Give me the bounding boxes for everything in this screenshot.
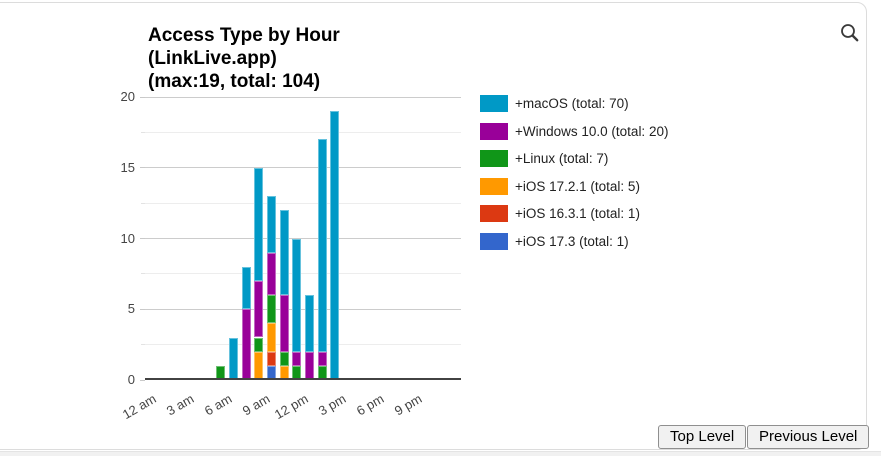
chart-title: Access Type by Hour (LinkLive.app) (max:…: [148, 24, 340, 93]
y-axis-tick: [140, 308, 145, 310]
legend-item: +iOS 17.2.1 (total: 5): [480, 177, 640, 195]
y-axis-label: 15: [120, 159, 135, 175]
bar-segment[interactable]: [279, 295, 289, 352]
legend-swatch: [480, 95, 508, 112]
bar-segment[interactable]: [241, 266, 251, 310]
bar-segment[interactable]: [292, 365, 302, 381]
y-axis-tick: [140, 238, 145, 239]
bar-segment[interactable]: [216, 365, 226, 381]
bar-segment[interactable]: [266, 323, 276, 352]
legend-label: +Windows 10.0 (total: 20): [515, 123, 669, 139]
legend-swatch: [480, 205, 508, 222]
bar-segment[interactable]: [266, 295, 276, 324]
y-gridline-major: [145, 167, 461, 169]
top-level-button[interactable]: Top Level: [658, 425, 747, 449]
legend-item: +iOS 16.3.1 (total: 1): [480, 205, 640, 222]
y-axis-label: 10: [120, 230, 135, 246]
y-gridline-minor: [145, 344, 461, 346]
y-axis-label: 20: [120, 89, 135, 104]
bar-segment[interactable]: [304, 295, 314, 352]
bar-segment[interactable]: [279, 365, 289, 381]
chart-title-line-1: Access Type by Hour: [148, 25, 340, 46]
bar-segment[interactable]: [266, 196, 276, 253]
y-gridline-minor: [145, 131, 461, 133]
chart-title-line-3: (max:19, total: 104): [148, 71, 321, 92]
bar-segment[interactable]: [292, 351, 302, 366]
bar-segment[interactable]: [292, 238, 302, 352]
legend-item: +macOS (total: 70): [480, 95, 629, 112]
legend-label: +iOS 16.3.1 (total: 1): [515, 206, 640, 221]
y-axis-label: 0: [127, 372, 135, 387]
chart-card: [0, 2, 867, 450]
bar-segment[interactable]: [317, 351, 327, 366]
bar-segment[interactable]: [241, 309, 251, 381]
bar-segment[interactable]: [317, 139, 327, 352]
y-gridline-major: [145, 96, 461, 98]
bar-segment[interactable]: [266, 365, 276, 381]
legend-item: +Windows 10.0 (total: 20): [480, 122, 669, 140]
bar-segment[interactable]: [317, 365, 327, 381]
legend-swatch: [480, 232, 508, 250]
y-gridline-major: [145, 308, 461, 310]
bar-segment[interactable]: [254, 337, 264, 352]
y-axis-tick: [140, 96, 145, 98]
bar-segment[interactable]: [304, 351, 314, 380]
y-gridline-minor: [145, 273, 461, 275]
y-axis-tick-minor: [141, 344, 145, 346]
chart-title-line-2: (LinkLive.app): [148, 48, 277, 69]
bar-segment[interactable]: [266, 252, 276, 296]
bar-segment[interactable]: [279, 351, 289, 366]
y-axis-tick: [140, 167, 145, 169]
y-axis-tick-minor: [141, 202, 145, 204]
y-axis-label: 5: [127, 301, 135, 317]
bar-segment[interactable]: [254, 351, 264, 380]
legend-label: +iOS 17.3 (total: 1): [515, 233, 629, 249]
y-axis-tick-minor: [141, 131, 145, 133]
legend-item: +Linux (total: 7): [480, 150, 608, 167]
bar-segment[interactable]: [254, 280, 264, 338]
legend-swatch: [480, 177, 508, 195]
y-gridline-major: [145, 238, 461, 239]
bar-segment[interactable]: [254, 167, 264, 281]
legend-label: +Linux (total: 7): [515, 151, 609, 166]
bar-segment[interactable]: [229, 337, 238, 381]
legend-label: +macOS (total: 70): [515, 96, 629, 111]
y-gridline-minor: [145, 202, 461, 204]
legend-swatch: [480, 150, 508, 167]
y-axis-tick-minor: [141, 273, 145, 275]
legend-label: +iOS 17.2.1 (total: 5): [515, 178, 640, 194]
legend-item: +iOS 17.3 (total: 1): [480, 232, 629, 250]
page-bottom-edge: [0, 451, 881, 456]
legend-swatch: [480, 122, 508, 140]
bar-segment[interactable]: [330, 111, 340, 380]
y-axis-tick: [140, 379, 145, 381]
bar-segment[interactable]: [279, 210, 289, 296]
previous-level-button[interactable]: Previous Level: [747, 425, 870, 449]
bar-segment[interactable]: [266, 351, 276, 366]
search-icon[interactable]: [839, 22, 861, 44]
x-axis-baseline: [145, 378, 461, 380]
